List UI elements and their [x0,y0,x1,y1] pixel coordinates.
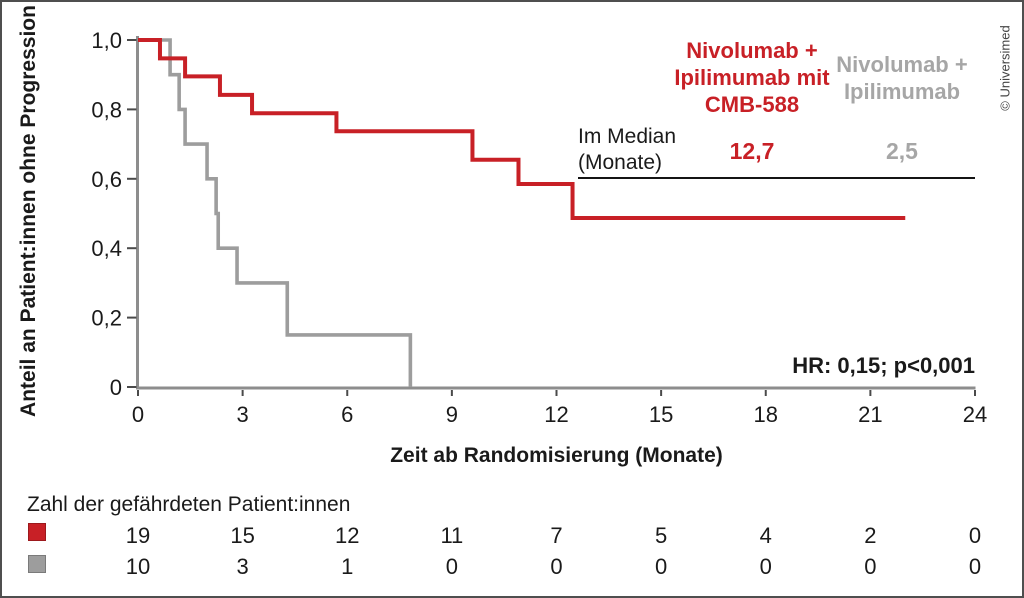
risk-count: 0 [968,523,982,548]
legend-arm1-label: Nivolumab + Ipilimumab mit CMB-588 [637,37,867,118]
x-tick-label: 0 [132,402,144,427]
y-tick-label: 0 [110,375,122,400]
survival-curve [138,38,413,387]
risk-count: 15 [230,523,255,548]
x-tick-label: 3 [237,402,249,427]
risk-count: 0 [550,554,563,579]
risk-count: 4 [759,523,772,548]
legend-arm1-line3: CMB-588 [704,92,800,117]
risk-count: 1 [341,554,354,579]
x-tick-label: 21 [858,402,882,427]
x-tick-label: 24 [963,402,987,427]
risk-table-title: Zahl der gefährdeten Patient:innen [27,493,351,516]
x-tick-label: 12 [544,402,568,427]
risk-count: 2 [864,523,877,548]
risk-count: 19 [125,523,151,548]
x-tick-label: 6 [341,402,353,427]
legend-arm2-line1: Nivolumab + [836,52,968,77]
median-row-label: Im Median (Monate) [578,124,676,176]
x-axis-title: Zeit ab Randomisierung (Monate) [390,444,723,467]
risk-count: 12 [335,523,360,548]
risk-count: 0 [968,554,982,579]
risk-count: 0 [759,554,772,579]
legend-arm1-line2: Ipilimumab mit [674,65,830,90]
median-label-line1: Im Median [578,125,677,148]
risk-count: 0 [655,554,668,579]
y-tick-label: 0,6 [91,167,122,192]
y-axis-title: Anteil an Patient:innen ohne Progression [17,5,40,417]
legend-arm2-label: Nivolumab + Ipilimumab [797,51,1007,105]
hazard-ratio-annotation: HR: 0,15; p<0,001 [792,353,975,378]
risk-count: 5 [655,523,668,548]
y-tick-label: 0,4 [91,236,122,261]
median-value-arm1: 12,7 [729,138,775,164]
x-tick-label: 9 [446,402,458,427]
y-tick-label: 1,0 [91,28,122,53]
legend-arm2-line2: Ipilimumab [843,79,961,104]
x-tick-label: 15 [649,402,673,427]
risk-swatch-arm1 [28,523,46,541]
risk-swatch-arm2 [28,555,46,573]
y-tick-label: 0,8 [91,97,122,122]
median-label-line2: (Monate) [578,151,663,174]
risk-count: 11 [440,523,464,548]
legend-arm1-line1: Nivolumab + [686,38,818,63]
risk-count: 0 [445,554,458,579]
risk-count: 7 [550,523,563,548]
risk-count: 0 [864,554,877,579]
risk-count: 3 [236,554,249,579]
copyright-credit: © Universimed [997,25,1013,111]
y-tick-label: 0,2 [91,306,122,331]
risk-count: 10 [125,554,151,579]
median-value-arm2: 2,5 [886,138,918,164]
x-tick-label: 18 [754,402,778,427]
survival-curve [138,38,906,221]
median-separator-line [578,177,975,179]
